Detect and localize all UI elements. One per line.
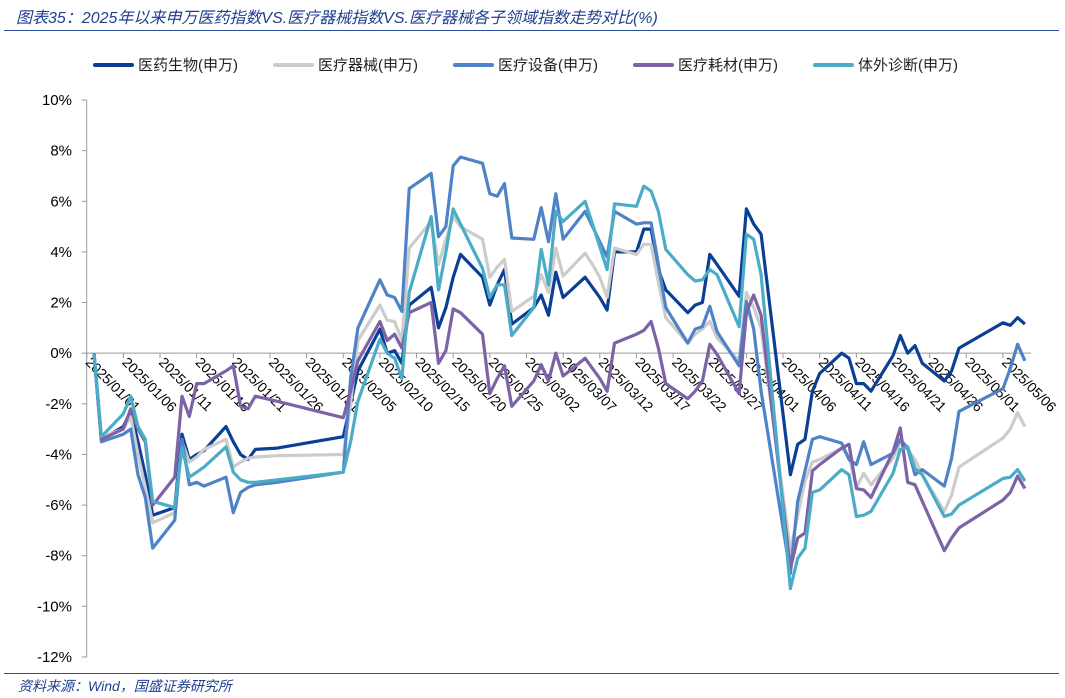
y-tick-label: -6% <box>45 497 72 514</box>
y-tick-label: 6% <box>50 193 72 210</box>
legend-item: 医疗设备(申万) <box>453 57 598 74</box>
y-tick-label: 8% <box>50 143 72 160</box>
legend: 医药生物(申万) 医疗器械(申万) 医疗设备(申万) 医疗耗材(申万) 体外诊断(申万) <box>93 57 958 74</box>
y-tick-label: -10% <box>37 598 72 615</box>
source-divider <box>4 673 1059 674</box>
series-line-5 <box>92 184 1027 591</box>
legend-item: 体外诊断(申万) <box>813 57 958 74</box>
legend-item: 医药生物(申万) <box>93 57 238 74</box>
y-tick-label: -2% <box>45 396 72 413</box>
legend-label: 体外诊断(申万) <box>858 57 958 74</box>
y-tick-label: -12% <box>37 649 72 666</box>
y-tick-label: -8% <box>45 548 72 565</box>
legend-label: 医疗耗材(申万) <box>678 57 778 74</box>
legend-item: 医疗耗材(申万) <box>633 57 778 74</box>
legend-label: 医疗器械(申万) <box>318 57 418 74</box>
series-line-4 <box>92 293 1027 571</box>
series-line-1 <box>92 207 1026 517</box>
y-tick-label: 10% <box>42 92 72 109</box>
y-tick-label: 2% <box>50 295 72 312</box>
series-lines <box>92 155 1027 591</box>
title-divider <box>4 30 1059 31</box>
source-note: 资料来源：Wind，国盛证券研究所 <box>18 678 232 694</box>
chart-title: 图表35：2025年以来申万医药指数VS.医疗器械指数VS.医疗器械各子领域指数… <box>16 10 658 27</box>
y-tick-label: 4% <box>50 244 72 261</box>
series-line-2 <box>92 214 1027 553</box>
legend-label: 医药生物(申万) <box>138 57 238 74</box>
legend-label: 医疗设备(申万) <box>498 57 598 74</box>
legend-item: 医疗器械(申万) <box>273 57 418 74</box>
y-tick-label: 0% <box>50 345 72 362</box>
y-tick-label: -4% <box>45 446 72 463</box>
series-line-3 <box>92 155 1027 576</box>
